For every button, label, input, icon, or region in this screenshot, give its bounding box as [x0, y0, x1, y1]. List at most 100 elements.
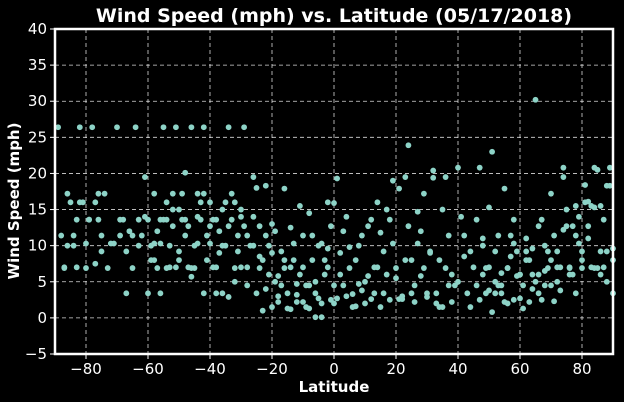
data-point [293, 299, 300, 305]
data-point [104, 265, 111, 271]
data-point [600, 264, 607, 271]
data-point [266, 271, 272, 278]
data-point [281, 257, 288, 264]
data-point [182, 169, 189, 176]
data-point [173, 124, 179, 131]
data-point [303, 304, 309, 310]
data-point [371, 264, 378, 271]
data-point [157, 240, 164, 247]
data-point [287, 224, 294, 231]
data-point [290, 240, 297, 247]
data-point [89, 124, 96, 131]
data-point [306, 210, 313, 217]
data-point [597, 203, 604, 209]
data-point [281, 185, 288, 192]
data-point [405, 223, 412, 230]
data-point [470, 264, 477, 271]
data-point [86, 216, 92, 223]
data-point [479, 235, 486, 242]
data-point [461, 253, 468, 260]
data-point [495, 232, 502, 239]
data-point [324, 199, 331, 206]
data-point [55, 124, 61, 131]
data-point [396, 185, 402, 192]
data-point [489, 148, 495, 155]
data-point [510, 240, 517, 247]
data-point [225, 294, 232, 300]
data-point [433, 290, 440, 297]
data-point [297, 203, 303, 209]
data-point [176, 248, 182, 255]
data-point [343, 293, 350, 300]
data-point [377, 229, 384, 236]
data-point [380, 290, 387, 297]
data-point [321, 271, 328, 278]
data-point [566, 265, 573, 271]
data-point [259, 307, 266, 314]
data-point [576, 213, 582, 220]
y-tick-label: 25 [28, 128, 47, 146]
data-point [64, 242, 71, 249]
data-point [293, 291, 300, 298]
data-point [560, 174, 567, 180]
data-point [483, 265, 489, 271]
data-point [442, 174, 449, 180]
data-point [324, 245, 331, 252]
data-point [151, 240, 158, 247]
data-point [101, 190, 108, 197]
data-point [529, 286, 536, 292]
data-point [324, 264, 331, 271]
data-point [284, 290, 291, 297]
data-point [365, 223, 371, 230]
data-point [430, 167, 437, 174]
data-point [507, 253, 514, 260]
data-point [179, 190, 186, 197]
data-point [476, 164, 483, 171]
data-point [92, 199, 99, 206]
data-point [70, 232, 77, 239]
y-tick-label: 15 [28, 201, 47, 219]
data-point [569, 223, 576, 230]
data-point [200, 124, 207, 131]
data-point [579, 265, 585, 271]
data-point [486, 204, 492, 211]
data-point [548, 190, 554, 197]
data-point [464, 290, 471, 297]
data-point [355, 281, 362, 287]
data-point [297, 271, 303, 278]
y-axis-label: Wind Speed (mph) [5, 123, 23, 280]
data-point [331, 282, 337, 289]
data-point [510, 296, 517, 303]
data-point [256, 265, 263, 271]
data-point [135, 242, 142, 249]
data-point [250, 242, 257, 249]
data-point [61, 265, 68, 271]
data-point [169, 223, 176, 230]
data-point [352, 257, 359, 264]
data-point [473, 216, 480, 223]
data-point [272, 228, 278, 235]
data-point [157, 290, 164, 297]
data-point [256, 253, 263, 260]
data-point [123, 248, 130, 255]
x-tick-label: 0 [329, 360, 339, 378]
data-point [600, 216, 607, 223]
data-point [349, 291, 356, 297]
data-point [169, 206, 176, 213]
data-point [312, 314, 319, 321]
data-point [318, 240, 325, 247]
data-point [572, 232, 579, 239]
data-point [514, 248, 520, 255]
data-point [439, 206, 446, 213]
data-point [92, 260, 99, 267]
data-point [476, 296, 483, 303]
data-point [486, 287, 492, 294]
data-point [76, 199, 83, 206]
data-point [371, 290, 378, 297]
data-point [520, 305, 526, 312]
data-point [228, 216, 235, 223]
data-point [538, 296, 545, 303]
data-point [532, 278, 539, 285]
data-point [408, 257, 415, 264]
